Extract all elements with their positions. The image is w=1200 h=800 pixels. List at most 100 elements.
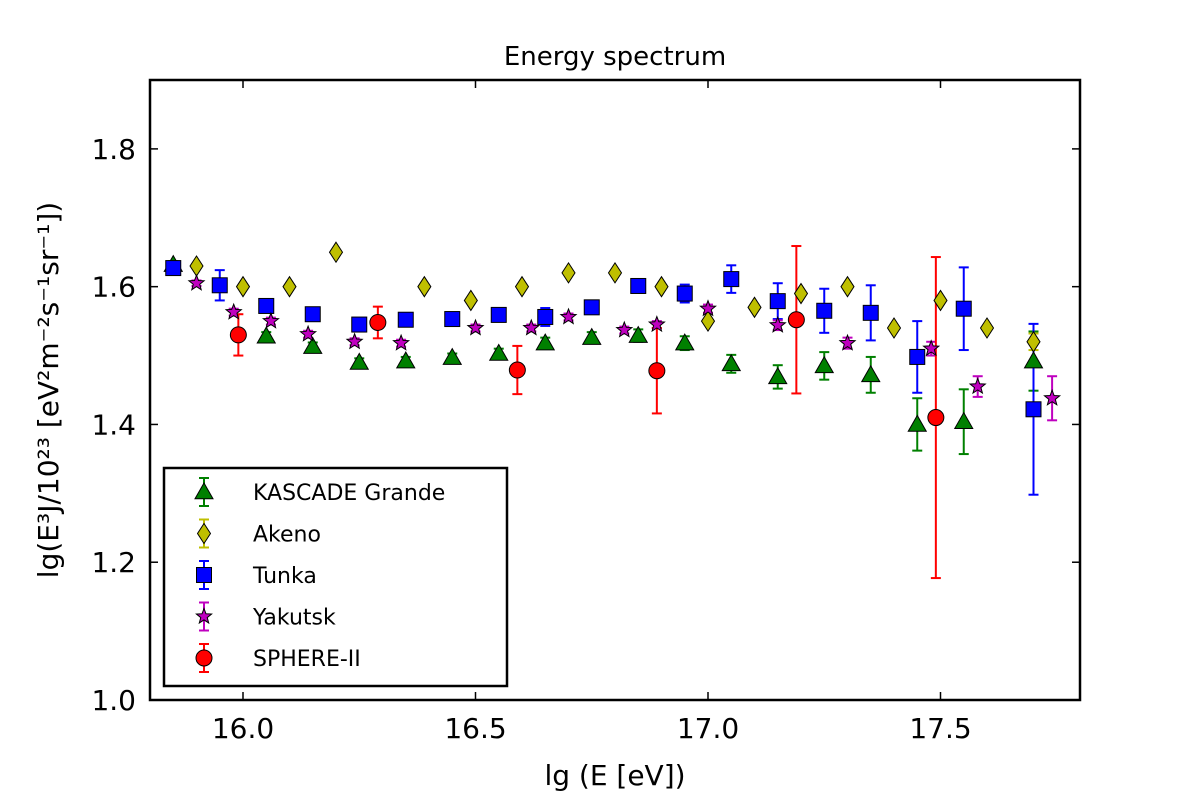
legend-label-sphere-ii: SPHERE-II	[253, 647, 361, 672]
tunka-point	[676, 285, 693, 302]
akeno-point	[886, 317, 902, 339]
axis-ticks: 16.0 16.5 17.0 17.5 1.0 1.2 1.4 1.6 1.8	[91, 80, 1080, 745]
tunka-point	[165, 260, 182, 277]
yakutsk-point	[392, 333, 411, 351]
kascade-grande-point	[1023, 351, 1044, 369]
kascade-grande-point	[581, 327, 602, 345]
legend: KASCADE Grande Akeno Tunka Yakutsk SPHERE-II	[162, 466, 509, 688]
tunka-point	[304, 306, 321, 323]
tunka-point	[816, 302, 833, 319]
legend-label-tunka: Tunka	[252, 564, 317, 589]
kascade-grande-point	[907, 414, 928, 432]
yakutsk-point	[838, 333, 857, 351]
kascade-grande-point	[767, 366, 788, 385]
yakutsk-point	[299, 324, 318, 342]
legend-marker-akeno	[196, 522, 212, 545]
akeno-point	[282, 275, 297, 298]
legend-label-kascade-grande: KASCADE Grande	[253, 481, 445, 506]
tunka-point	[397, 311, 414, 328]
yakutsk-point	[647, 315, 666, 333]
x-tick-label: 16.0	[212, 712, 274, 745]
kascade-grande-point	[395, 351, 416, 369]
y-tick-label: 1.2	[91, 546, 136, 579]
legend-entry-kascade-grande: KASCADE Grande	[194, 477, 445, 507]
tunka-point	[630, 277, 647, 294]
x-tick-label: 17.0	[677, 712, 739, 745]
legend-marker-kascade-grande	[194, 481, 214, 500]
x-tick-label: 16.5	[444, 712, 506, 745]
kascade-grande-point	[442, 347, 463, 365]
yakutsk-point	[466, 318, 485, 336]
akeno-point	[747, 296, 762, 319]
data-markers	[163, 241, 1062, 432]
legend-box	[162, 466, 509, 688]
tunka-point	[862, 304, 879, 321]
tunka-point	[490, 306, 507, 323]
tunka-point	[537, 308, 554, 325]
legend-marker-sphere-ii	[195, 649, 213, 667]
y-tick-label: 1.4	[91, 408, 136, 441]
plot-area	[148, 78, 1082, 702]
sphere-ii-point	[508, 361, 526, 379]
akeno-point	[607, 261, 623, 284]
akeno-point	[933, 289, 948, 312]
sphere-ii-point	[369, 313, 387, 331]
kascade-grande-point	[860, 364, 881, 383]
tunka-point	[583, 299, 600, 316]
tunka-point	[909, 348, 926, 365]
tunka-point	[351, 316, 368, 333]
tunka-point	[723, 271, 740, 288]
y-axis-label: lg(E³J/10²³ [eV²m⁻²s⁻¹sr⁻¹])	[32, 202, 65, 578]
sphere-ii-point	[648, 362, 666, 380]
kascade-grande-point	[674, 333, 695, 351]
legend-entry-yakutsk: Yakutsk	[195, 601, 336, 632]
sphere-ii-point	[787, 311, 805, 329]
kascade-grande-point	[488, 343, 509, 361]
akeno-point	[840, 275, 855, 298]
akeno-point	[700, 310, 716, 333]
yakutsk-point	[522, 318, 541, 336]
kascade-grande-point	[814, 355, 835, 374]
yakutsk-point	[345, 332, 364, 350]
y-tick-label: 1.6	[91, 271, 136, 304]
legend-marker-tunka	[196, 567, 212, 583]
legend-marker-yakutsk	[195, 607, 213, 625]
kascade-grande-point	[535, 333, 556, 351]
kascade-grande-point	[953, 411, 974, 429]
x-axis-label: lg (E [eV])	[544, 759, 685, 792]
akeno-point	[1026, 330, 1041, 353]
akeno-point	[979, 317, 995, 339]
kascade-grande-point	[256, 326, 277, 344]
x-tick-label: 17.5	[909, 712, 971, 745]
yakutsk-point	[699, 299, 717, 317]
akeno-point	[328, 241, 344, 264]
yakutsk-point	[768, 315, 787, 333]
yakutsk-point	[559, 307, 578, 325]
yakutsk-point	[261, 311, 280, 329]
kascade-grande-point	[302, 336, 323, 354]
legend-entry-sphere-ii: SPHERE-II	[195, 643, 361, 673]
legend-entry-akeno: Akeno	[196, 518, 321, 549]
tunka-point	[955, 300, 972, 317]
kascade-grande-point	[628, 325, 649, 343]
akeno-point	[793, 282, 809, 305]
yakutsk-point	[187, 273, 206, 291]
sphere-ii-point	[927, 409, 945, 427]
y-tick-label: 1.8	[91, 133, 136, 166]
chart-title: Energy spectrum	[504, 42, 726, 72]
kascade-grande-point	[721, 353, 742, 372]
akeno-point	[235, 275, 251, 298]
tunka-point	[444, 311, 461, 328]
y-tick-label: 1.0	[91, 684, 136, 717]
sphere-ii-point	[229, 326, 247, 344]
akeno-point	[654, 275, 669, 298]
legend-label-yakutsk: Yakutsk	[252, 606, 336, 631]
legend-label-akeno: Akeno	[253, 523, 321, 548]
akeno-point	[561, 261, 576, 284]
legend-entry-tunka: Tunka	[196, 560, 317, 590]
akeno-point	[417, 275, 432, 298]
akeno-point	[514, 275, 530, 298]
yakutsk-point	[1043, 388, 1062, 406]
yakutsk-point	[615, 320, 634, 338]
